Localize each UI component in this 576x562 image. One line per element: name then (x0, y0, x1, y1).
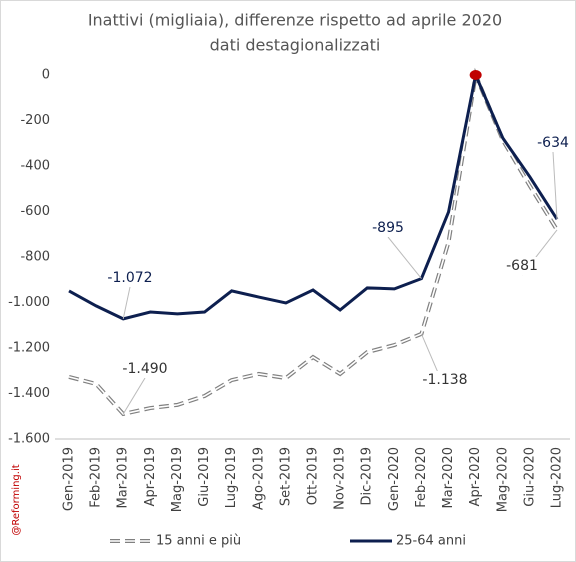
label-leader (122, 377, 146, 415)
value-label: -1.138 (422, 372, 467, 388)
y-tick-label: -1.200 (8, 341, 50, 356)
y-tick-label: -200 (20, 113, 50, 128)
x-tick-label: Gen-2020 (387, 447, 402, 511)
y-tick-label: 0 (42, 68, 50, 83)
x-tick-label: Mag-2020 (495, 447, 510, 512)
x-tick-label: Mar-2020 (441, 447, 456, 508)
label-bg (366, 219, 410, 237)
x-tick-label: Nov-2019 (333, 447, 348, 510)
x-tick-label: Apr-2020 (468, 447, 483, 506)
x-tick-label: Mag-2019 (170, 447, 185, 512)
x-tick-label: Mar-2019 (116, 447, 131, 508)
value-label: -1.072 (107, 270, 152, 286)
label-bg (423, 371, 467, 389)
label-bg (531, 134, 575, 152)
legend-label: 15 anni e più (156, 534, 241, 549)
x-tick-label: Gen-2019 (62, 447, 77, 511)
x-tick-label: Lug-2020 (550, 447, 565, 508)
y-tick-label: -1.000 (8, 295, 50, 310)
y-tick-label: -1.400 (8, 386, 50, 401)
label-leader (552, 151, 558, 220)
value-label: -895 (372, 220, 404, 236)
highlight-point (469, 70, 482, 80)
label-leader (387, 236, 422, 279)
x-tick-label: Ago-2019 (251, 447, 266, 510)
y-tick-label: -800 (20, 250, 50, 265)
x-tick-label: Giu-2020 (522, 447, 537, 507)
value-label: -634 (537, 135, 569, 151)
x-tick-label: Lug-2019 (224, 447, 239, 508)
label-bg (500, 257, 544, 275)
chart-subtitle: dati destagionalizzati (210, 36, 381, 55)
legend-label: 25-64 anni (396, 534, 466, 549)
value-label: -1.490 (122, 361, 167, 377)
label-leader (122, 286, 131, 319)
y-tick-label: -400 (20, 159, 50, 174)
y-tick-label: -1.600 (8, 432, 50, 447)
x-tick-label: Giu-2019 (197, 447, 212, 507)
chart-title: Inattivi (migliaia), differenze rispetto… (88, 11, 502, 30)
x-tick-label: Apr-2019 (143, 447, 158, 506)
label-bg (123, 360, 167, 378)
x-tick-label: Feb-2019 (89, 447, 104, 508)
x-tick-label: Set-2019 (278, 447, 293, 506)
x-tick-label: Feb-2020 (414, 447, 429, 508)
y-tick-label: -600 (20, 204, 50, 219)
label-bg (108, 269, 152, 287)
x-tick-label: Dic-2019 (360, 447, 375, 506)
source: @Reforming.it (11, 464, 22, 535)
value-label: -681 (506, 258, 538, 274)
x-tick-label: Ott-2019 (306, 447, 321, 505)
